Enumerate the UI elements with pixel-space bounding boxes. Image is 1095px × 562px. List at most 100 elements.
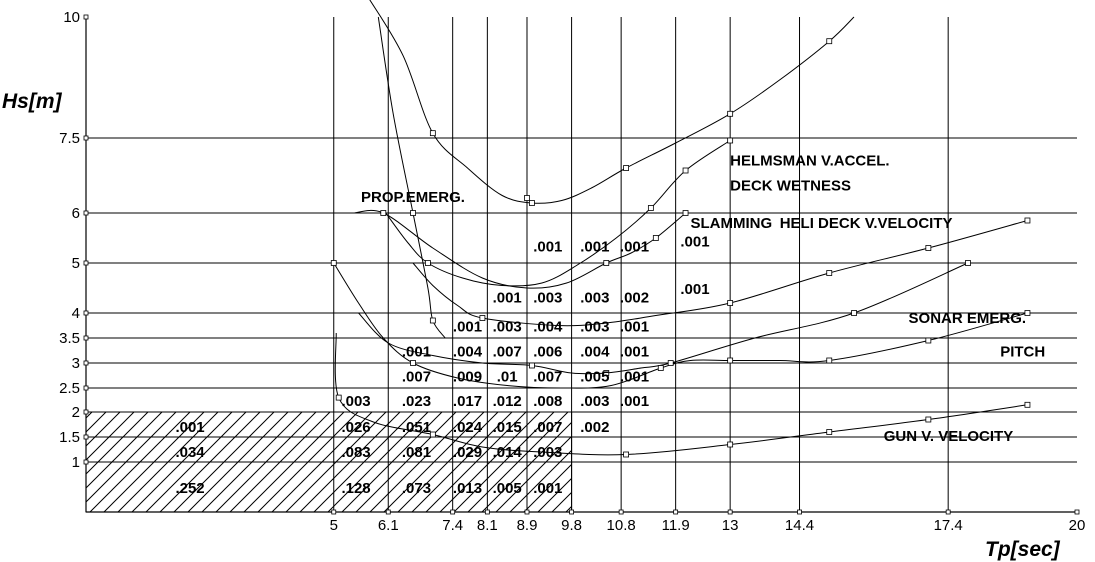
cell-value: .083	[341, 444, 370, 461]
cell-value: .034	[175, 444, 205, 461]
cell-value: .005	[580, 369, 609, 386]
y-tick-mark	[83, 434, 89, 440]
marker-sonar-emerg	[603, 370, 610, 376]
cell-value: .004	[533, 319, 563, 336]
y-tick-mark	[83, 409, 89, 415]
y-tick-mark	[83, 385, 89, 391]
cell-value: .003	[341, 393, 370, 410]
marker-gun-v-velocity	[335, 394, 342, 401]
marker-helmsman-v-accel	[529, 200, 535, 206]
curve-label-helmsman-v-accel: HELMSMAN V.ACCEL.	[730, 153, 889, 170]
marker-pitch	[657, 365, 664, 371]
cell-value: .001	[680, 281, 709, 298]
x-tick-mark	[524, 509, 530, 515]
cell-value: .007	[533, 419, 562, 436]
y-tick-label: 10	[63, 9, 80, 26]
curve-pitch	[333, 262, 1028, 389]
x-tick-mark	[727, 509, 733, 515]
marker-heli-deck-v-velocity	[479, 315, 486, 321]
cell-value: .001	[580, 239, 609, 256]
cell-value: .081	[402, 444, 431, 461]
cell-value: .004	[453, 344, 483, 361]
marker-pitch	[925, 337, 932, 344]
x-tick-label: 17.4	[934, 517, 963, 534]
cell-value: .001	[620, 319, 649, 336]
cell-value-layer: .001 .034 .252 .003 .026 .083 .128 .001 .007 .023…	[175, 234, 709, 498]
marker-heli-deck-v-velocity	[1024, 217, 1031, 224]
y-axis-title: Hs[m]	[2, 90, 63, 113]
y-tick-label: 1.5	[59, 429, 80, 446]
curve-slamming	[353, 209, 686, 289]
marker-helmsman-v-accel	[429, 130, 436, 137]
cell-value: .015	[493, 419, 522, 436]
marker-heli-deck-v-velocity	[826, 270, 833, 276]
cell-value: .001	[453, 319, 482, 336]
curve-label-layer: HELMSMAN V.ACCEL. DECK WETNESS SLAMMING HEL…	[361, 153, 1045, 446]
marker-sonar-emerg	[529, 362, 535, 369]
x-tick-label: 5	[330, 517, 338, 534]
marker-sonar-emerg	[851, 310, 857, 316]
tick-label-layer: 5 6.1 7.4 8.1 8.9 9.8 10.8 11.9 13 14.4 17.4 20 1 1.5…	[59, 9, 1085, 534]
y-tick-label: 1	[72, 454, 80, 471]
x-tick-mark	[385, 509, 391, 515]
y-tick-label: 2	[72, 404, 80, 421]
cell-value: .001	[620, 239, 649, 256]
marker-slamming	[380, 210, 387, 216]
y-tick-mark	[83, 210, 89, 216]
y-tick-mark	[83, 310, 89, 316]
marker-slamming	[682, 210, 689, 216]
x-tick-label: 11.9	[662, 517, 690, 534]
x-tick-mark	[673, 509, 679, 515]
cell-value: .001	[533, 480, 562, 497]
marker-pitch	[826, 357, 833, 364]
cell-value: .001	[402, 344, 431, 361]
x-tick-label: 7.4	[442, 517, 463, 534]
cell-value: .023	[402, 393, 431, 410]
curve-gun-v-velocity	[334, 332, 1028, 456]
marker-slamming	[652, 235, 659, 241]
cell-value: .029	[453, 444, 482, 461]
x-tick-label: 9.8	[561, 517, 582, 534]
curve-label-deck-wetness: DECK WETNESS	[730, 178, 851, 195]
x-tick-mark	[618, 509, 624, 515]
x-tick-label: 20	[1069, 517, 1086, 534]
y-tick-mark	[83, 14, 89, 20]
y-tick-label: 3	[72, 355, 80, 372]
marker-gun-v-velocity	[925, 416, 932, 423]
curve-heli-deck-v-velocity	[412, 220, 1028, 327]
cell-value: .007	[493, 344, 522, 361]
marker-slamming	[603, 260, 610, 266]
cell-value: .128	[341, 480, 370, 497]
y-tick-label: 3.5	[59, 330, 80, 347]
cell-value: .013	[453, 480, 482, 497]
cell-value: .001	[680, 234, 709, 251]
curve-label-prop-emerg: PROP.EMERG.	[361, 189, 465, 206]
x-tick-mark	[484, 509, 490, 515]
cell-value: .003	[493, 319, 522, 336]
marker-gun-v-velocity	[623, 451, 629, 458]
y-tick-label: 4	[72, 305, 80, 322]
cell-value: .002	[580, 419, 609, 436]
x-tick-mark	[797, 509, 802, 515]
marker-helmsman-v-accel	[623, 165, 629, 171]
x-axis-title: Tp[sec]	[985, 538, 1061, 561]
marker-gun-v-velocity	[826, 429, 833, 435]
cell-value: .004	[580, 344, 610, 361]
cell-value: .007	[533, 369, 562, 386]
marker-helmsman-v-accel	[727, 110, 734, 117]
cell-value: .009	[453, 369, 482, 386]
marker-layer	[330, 38, 1031, 458]
y-tick-label: 5	[72, 255, 80, 272]
marker-pitch	[727, 357, 734, 364]
cell-value: .003	[580, 393, 609, 410]
cell-value: .012	[493, 393, 522, 410]
marker-heli-deck-v-velocity	[727, 300, 734, 306]
marker-gun-v-velocity	[429, 431, 436, 438]
x-tick-label: 8.9	[517, 517, 538, 534]
cell-value: .001	[620, 393, 649, 410]
cell-value: .008	[533, 393, 562, 410]
marker-prop-emerg	[429, 317, 436, 324]
cell-value: .051	[402, 419, 431, 436]
y-tick-mark	[83, 260, 89, 266]
